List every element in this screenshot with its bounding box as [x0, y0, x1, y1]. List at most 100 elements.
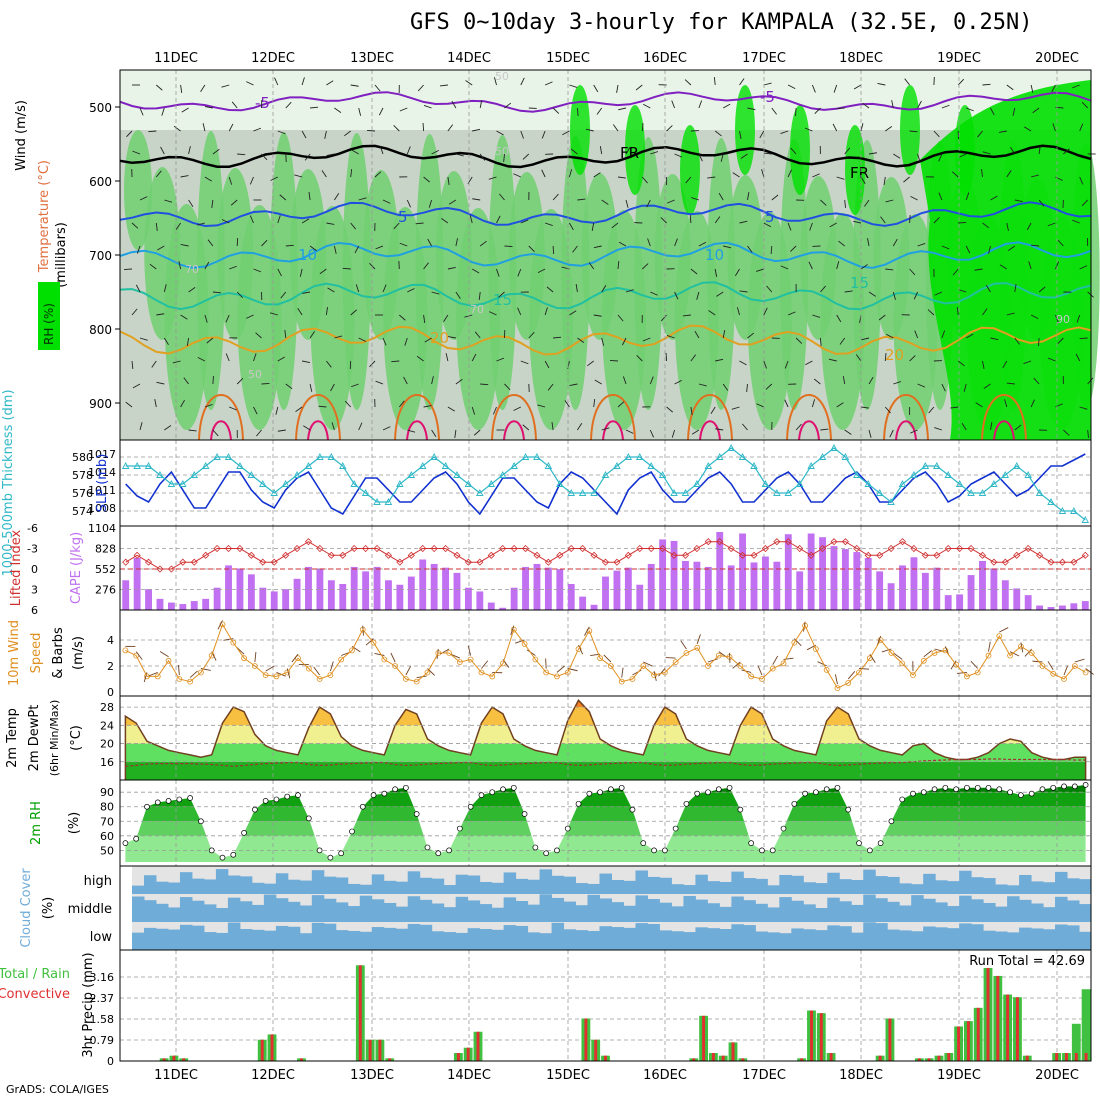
cape-bar — [602, 576, 609, 610]
wind-barb — [756, 403, 764, 408]
wind-barb — [844, 199, 846, 209]
isotherm--5 — [119, 91, 1092, 113]
wind-barb — [739, 130, 742, 139]
wind-line — [125, 623, 1086, 689]
cape-bar — [579, 596, 587, 610]
thickness-point — [464, 480, 473, 487]
wind-barb — [893, 381, 902, 385]
rh-point — [866, 847, 873, 854]
cloud-cell — [563, 876, 577, 894]
wind-barb — [691, 197, 700, 201]
cloud-ylabel-1: Cloud Cover — [19, 868, 34, 948]
wind-barb — [941, 245, 950, 250]
day-label-bottom: 13DEC — [350, 1068, 394, 1083]
rh-moist-band — [415, 134, 444, 410]
wind-barb — [1063, 148, 1070, 155]
wind-barb — [163, 284, 167, 293]
wind-barb — [255, 332, 262, 339]
wind-barb — [231, 101, 238, 109]
wind-barb — [674, 153, 683, 158]
wind-barb — [763, 360, 767, 369]
rh-point — [715, 786, 722, 793]
wind-barb — [454, 429, 457, 438]
thickness-point — [990, 480, 998, 487]
rh-point — [1061, 783, 1067, 790]
thickness-point — [247, 471, 256, 478]
li-point — [1058, 558, 1067, 566]
wind-barb — [892, 291, 896, 300]
cloud-cell — [311, 895, 325, 922]
wind-barb — [731, 406, 740, 410]
wind-point — [316, 676, 323, 682]
wind-barb — [892, 238, 898, 247]
wind-surface-barb — [545, 658, 547, 669]
wind-barb — [746, 383, 748, 393]
isotherm-15 — [119, 281, 1092, 311]
rh-point — [683, 800, 690, 807]
rh-upper-dry-layer — [120, 70, 1091, 130]
wind-barb — [374, 84, 381, 92]
isotherm-30-dome — [798, 420, 820, 441]
wind-barb — [374, 171, 382, 178]
wind-barb — [180, 314, 188, 320]
wind-barb — [941, 104, 950, 109]
precip-convective-bar — [594, 1039, 598, 1061]
wind-point — [370, 639, 377, 646]
temp-band — [125, 725, 1086, 744]
wind-barb — [319, 268, 327, 275]
wind-barb — [321, 170, 327, 178]
thickness-point — [704, 462, 713, 469]
cloud-cell — [287, 926, 301, 950]
wind-barb — [878, 314, 886, 321]
wind-surface-barb — [783, 657, 794, 660]
cloud-cell — [731, 871, 744, 894]
wind-barb — [642, 337, 651, 342]
precip-total-bar — [1071, 1023, 1081, 1061]
cloud-cell — [863, 922, 876, 950]
cloud-cell — [359, 931, 373, 950]
wind-barb — [528, 331, 535, 339]
wind-surface-barb — [757, 665, 763, 676]
thickness-point — [396, 480, 404, 487]
wind-barb — [599, 146, 603, 155]
cloud-cell — [299, 905, 313, 922]
wind-point — [532, 656, 539, 663]
thickness-point — [830, 444, 838, 451]
cloud-cell — [899, 930, 912, 950]
rh-saturated-cell — [625, 105, 645, 195]
rh-point — [165, 798, 172, 804]
wind-surface-barb — [291, 653, 299, 663]
wind-barb — [157, 245, 165, 251]
wind-barb — [261, 382, 270, 385]
wind-barb — [382, 337, 387, 346]
wind-barb — [455, 153, 464, 157]
wind-barb — [885, 199, 894, 203]
rh-point — [1071, 783, 1078, 790]
wind-barb — [965, 333, 974, 339]
rh-point — [230, 851, 237, 858]
wind-barb — [249, 176, 254, 185]
wind-barb — [246, 81, 254, 86]
wind-barb — [164, 425, 172, 431]
wind-barb — [256, 429, 262, 437]
wind-barb — [369, 360, 376, 368]
li-point — [579, 544, 587, 553]
cloud-cell — [995, 884, 1008, 894]
cloud-cell — [323, 898, 337, 922]
thickness-point — [270, 489, 278, 496]
cloud-cell — [407, 896, 421, 922]
rh-point — [349, 828, 355, 835]
thickness-point — [898, 480, 907, 487]
day-label-top: 14DEC — [447, 51, 491, 66]
cloud-cell — [827, 872, 840, 894]
li-line — [125, 541, 1086, 570]
cloud-cell — [419, 924, 433, 950]
rh-point — [910, 790, 916, 797]
wind-point — [618, 678, 625, 685]
wind-barb — [1051, 84, 1056, 93]
wind-barb — [366, 129, 376, 132]
wind-barb — [423, 405, 432, 408]
cloud-cell — [767, 907, 780, 922]
cloud-cell — [527, 904, 541, 922]
wind-barb — [496, 268, 500, 277]
